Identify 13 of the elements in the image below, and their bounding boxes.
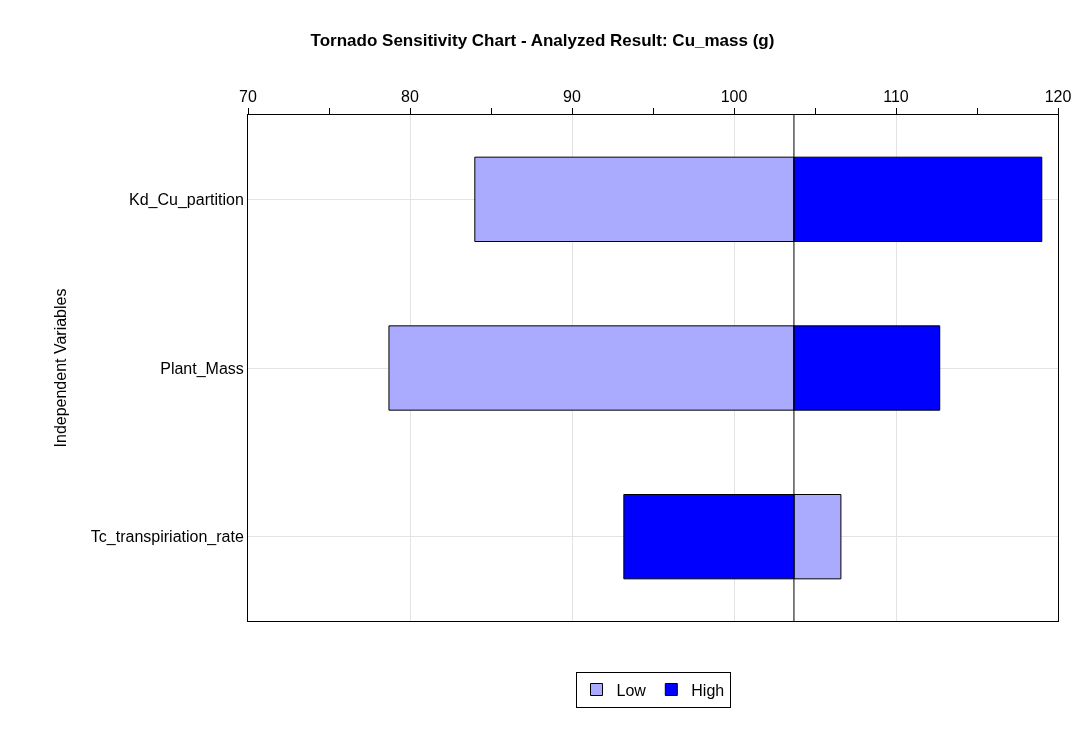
legend-label: Low <box>616 681 647 699</box>
x-tick-label: 110 <box>883 87 909 105</box>
y-tick-label: Plant_Mass <box>160 359 244 378</box>
x-tick-label: 80 <box>401 87 419 105</box>
x-tick-label: 70 <box>239 87 257 105</box>
x-tick-label: 100 <box>720 87 748 105</box>
y-tick-label: Kd_Cu_partition <box>129 190 244 209</box>
y-axis-title: Independent Variables <box>51 288 69 448</box>
legend-label: High <box>691 681 725 699</box>
x-tick-label: 120 <box>1044 87 1072 105</box>
y-tick-label: Tc_transpiriation_rate <box>90 528 244 547</box>
x-tick-label: 90 <box>563 87 581 105</box>
chart-title: Tornado Sensitivity Chart - Analyzed Result: Cu_mass (g) <box>310 30 775 50</box>
